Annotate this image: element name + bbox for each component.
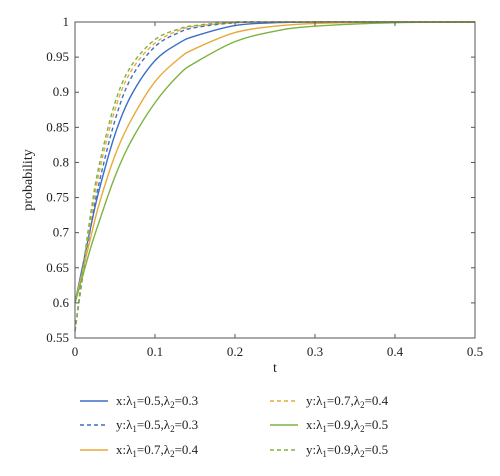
- legend-label: y:λ1=0.5,λ2=0.3: [116, 417, 198, 434]
- x-tick-label: 0.5: [467, 344, 483, 359]
- y-tick-label: 0.55: [46, 330, 69, 345]
- x-tick-label: 0: [72, 344, 79, 359]
- y-tick-label: 0.9: [53, 84, 69, 99]
- y-tick-label: 0.95: [46, 49, 69, 64]
- x-tick-label: 0.1: [147, 344, 163, 359]
- legend-label: x:λ1=0.7,λ2=0.4: [116, 442, 199, 459]
- legend: x:λ1=0.5,λ2=0.3 y:λ1=0.5,λ2=0.3 x:λ1=0.7,λ…: [80, 393, 389, 459]
- series-line-y-0.5-0.3: [74, 21, 475, 332]
- series-line-y-0.9-0.5: [74, 21, 475, 332]
- y-tick-label: 1: [63, 14, 70, 29]
- y-axis-label: probability: [21, 149, 36, 210]
- x-tick-label: 0.4: [387, 344, 404, 359]
- series-line-x-0.9-0.5: [74, 21, 476, 304]
- x-tick-label: 0.2: [227, 344, 243, 359]
- y-tick-label: 0.8: [53, 154, 69, 169]
- axis-ticks: 0 0.1 0.2 0.3 0.4 0.5 0.55 0.6 0.65 0.7 0.75 0.8 0.8…: [46, 14, 483, 359]
- legend-label: x:λ1=0.9,λ2=0.5: [306, 417, 388, 434]
- axes-frame: [74, 21, 476, 339]
- legend-label: y:λ1=0.7,λ2=0.4: [306, 393, 389, 410]
- legend-label: y:λ1=0.9,λ2=0.5: [306, 442, 388, 459]
- y-tick-label: 0.75: [46, 190, 69, 205]
- y-tick-label: 0.6: [53, 295, 70, 310]
- plot-area: [74, 21, 476, 332]
- series-line-y-0.7-0.4: [74, 21, 475, 332]
- y-tick-label: 0.85: [46, 119, 69, 134]
- x-axis-label: t: [273, 361, 277, 376]
- legend-label: x:λ1=0.5,λ2=0.3: [116, 393, 198, 410]
- y-tick-label: 0.7: [53, 225, 70, 240]
- x-tick-label: 0.3: [307, 344, 323, 359]
- y-tick-label: 0.65: [46, 260, 69, 275]
